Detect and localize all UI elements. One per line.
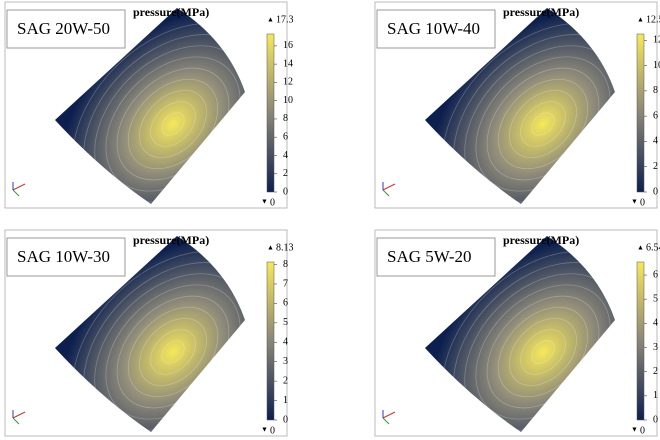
- contour-line: [139, 90, 207, 158]
- colorbar-min: 0: [640, 197, 645, 208]
- colorbar-max: 17.3: [276, 14, 294, 25]
- colorbar: [636, 261, 645, 421]
- colorbar-tick-label: 4: [283, 150, 288, 161]
- panel-title: SAG 20W-50: [17, 19, 110, 38]
- colorbar-tick-label: 0: [653, 186, 658, 197]
- colorbar-max: 8.13: [276, 242, 294, 253]
- colorbar-min: 0: [640, 425, 645, 436]
- colorbar-label: pressure(MPa): [133, 5, 209, 19]
- colorbar-tick-label: 3: [653, 342, 658, 353]
- min-marker: ▼: [631, 198, 638, 206]
- min-marker: ▼: [261, 198, 268, 206]
- contour-line: [509, 90, 577, 158]
- colorbar-tick-label: 3: [283, 356, 288, 367]
- colorbar-tick-label: 4: [653, 318, 658, 329]
- pressure-field: [55, 8, 245, 204]
- colorbar: [636, 33, 645, 193]
- axis-triad: [12, 417, 20, 425]
- colorbar-tick-label: 1: [653, 390, 658, 401]
- colorbar-tick-label: 2: [283, 375, 288, 386]
- pressure-field: [425, 8, 615, 204]
- contour-line: [531, 112, 555, 136]
- axis-triad: [382, 183, 396, 191]
- colorbar-tick-label: 2: [653, 161, 658, 172]
- colorbar-tick-label: 8: [653, 85, 658, 96]
- contour-line: [161, 340, 185, 364]
- colorbar-tick-label: 12: [653, 35, 660, 46]
- colorbar-tick-label: 6: [283, 131, 288, 142]
- min-marker: ▼: [631, 426, 638, 434]
- axis-triad: [12, 411, 26, 419]
- colorbar-tick-label: 14: [283, 58, 293, 69]
- colorbar-label: pressure(MPa): [503, 5, 579, 19]
- contour-line: [161, 112, 185, 136]
- colorbar-label: pressure(MPa): [503, 233, 579, 247]
- panel-title: SAG 10W-40: [387, 19, 480, 38]
- colorbar-tick-label: 4: [283, 337, 288, 348]
- max-marker: ▲: [637, 244, 644, 252]
- panel-title: SAG 10W-30: [17, 247, 110, 266]
- colorbar-tick-label: 12: [283, 77, 293, 88]
- colorbar-tick-label: 0: [283, 186, 288, 197]
- colorbar-tick-label: 6: [653, 269, 658, 280]
- colorbar-tick-label: 8: [283, 113, 288, 124]
- colorbar-max: 6.54: [646, 242, 660, 253]
- title-box: [6, 237, 126, 277]
- colorbar-tick-label: 5: [283, 317, 288, 328]
- axis-triad: [12, 183, 26, 191]
- colorbar-tick-label: 8: [283, 259, 288, 270]
- pressure-field: [55, 236, 245, 432]
- max-marker: ▲: [267, 16, 274, 24]
- contour-line: [520, 329, 566, 375]
- axis-triad: [12, 189, 20, 197]
- contour-line: [520, 101, 566, 147]
- axis-triad: [382, 411, 396, 419]
- colorbar-tick-label: 16: [283, 40, 293, 51]
- colorbar-tick-label: 10: [283, 95, 293, 106]
- colorbar-tick-label: 5: [653, 294, 658, 305]
- colorbar-tick-label: 2: [653, 366, 658, 377]
- contour-line: [531, 340, 555, 364]
- min-marker: ▼: [261, 426, 268, 434]
- colorbar-tick-label: 1: [283, 395, 288, 406]
- pressure-field: [425, 236, 615, 432]
- colorbar-tick-label: 10: [653, 60, 660, 71]
- colorbar: [266, 33, 275, 193]
- colorbar-min: 0: [270, 425, 275, 436]
- max-marker: ▲: [637, 16, 644, 24]
- colorbar-tick-label: 4: [653, 136, 658, 147]
- axis-triad: [382, 417, 390, 425]
- colorbar-tick-label: 7: [283, 278, 288, 289]
- contour-line: [150, 101, 196, 147]
- colorbar-tick-label: 2: [283, 168, 288, 179]
- max-marker: ▲: [267, 244, 274, 252]
- colorbar-tick-label: 0: [653, 414, 658, 425]
- panel-title: SAG 5W-20: [387, 247, 472, 266]
- colorbar-label: pressure(MPa): [133, 233, 209, 247]
- contour-line: [150, 329, 196, 375]
- colorbar-tick-label: 0: [283, 414, 288, 425]
- colorbar-max: 12.5: [646, 14, 660, 25]
- title-box: [6, 9, 126, 49]
- colorbar-min: 0: [270, 197, 275, 208]
- title-box: [376, 9, 496, 49]
- contour-line: [139, 318, 207, 386]
- axis-triad: [382, 189, 390, 197]
- colorbar-tick-label: 6: [653, 110, 658, 121]
- contour-line: [509, 318, 577, 386]
- colorbar: [266, 261, 275, 421]
- title-box: [376, 237, 496, 277]
- colorbar-tick-label: 6: [283, 298, 288, 309]
